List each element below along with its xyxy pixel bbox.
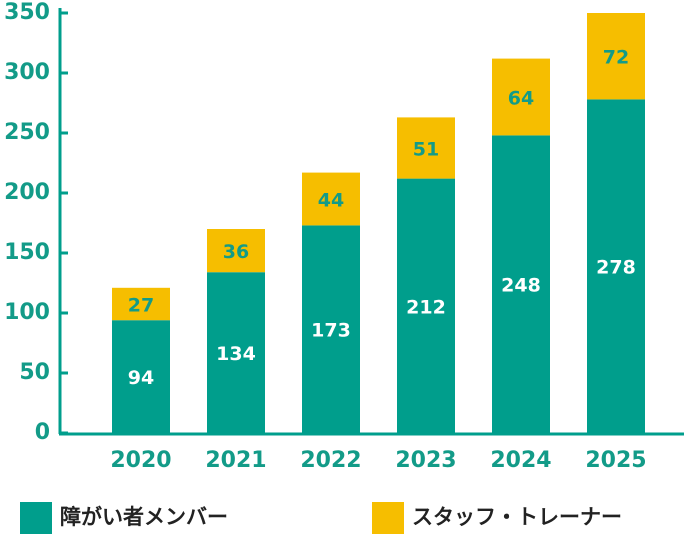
y-tick-label: 50 bbox=[19, 360, 50, 385]
legend-label: スタッフ・トレーナー bbox=[412, 505, 622, 529]
data-label: 134 bbox=[216, 343, 256, 365]
x-tick-label: 2023 bbox=[395, 448, 456, 473]
data-label: 72 bbox=[603, 47, 629, 69]
legend-swatch bbox=[372, 502, 404, 534]
data-label: 64 bbox=[508, 88, 534, 110]
y-tick-label: 0 bbox=[35, 420, 50, 445]
y-tick-label: 150 bbox=[4, 240, 50, 265]
legend-swatch bbox=[20, 502, 52, 534]
bar-segment bbox=[587, 13, 645, 100]
legend-label: 障がい者メンバー bbox=[60, 505, 228, 529]
data-label: 44 bbox=[318, 190, 344, 212]
x-tick-label: 2020 bbox=[110, 448, 171, 473]
bar-segment bbox=[112, 320, 170, 433]
bar-segment bbox=[492, 135, 550, 433]
data-label: 248 bbox=[501, 275, 541, 297]
bar-segment bbox=[207, 272, 265, 433]
x-tick-label: 2021 bbox=[205, 448, 266, 473]
bar-segment bbox=[397, 117, 455, 179]
data-label: 94 bbox=[128, 367, 154, 389]
y-tick-label: 200 bbox=[4, 180, 50, 205]
data-label: 173 bbox=[311, 320, 351, 342]
x-tick-label: 2024 bbox=[490, 448, 551, 473]
data-label: 27 bbox=[128, 295, 154, 317]
y-tick-label: 350 bbox=[4, 0, 50, 25]
y-tick-label: 100 bbox=[4, 300, 50, 325]
bar-segment bbox=[207, 229, 265, 273]
x-tick-label: 2025 bbox=[585, 448, 646, 473]
bar-segment bbox=[302, 172, 360, 226]
data-label: 278 bbox=[596, 257, 636, 279]
data-label: 36 bbox=[223, 241, 249, 263]
bar-segment bbox=[112, 287, 170, 321]
bar-segment bbox=[587, 99, 645, 434]
bar-segment bbox=[302, 225, 360, 433]
y-tick-label: 250 bbox=[4, 120, 50, 145]
bar-segment bbox=[397, 178, 455, 433]
bar-segment bbox=[492, 58, 550, 136]
data-label: 51 bbox=[413, 139, 439, 161]
x-tick-label: 2022 bbox=[300, 448, 361, 473]
data-label: 212 bbox=[406, 296, 446, 318]
y-tick-label: 300 bbox=[4, 60, 50, 85]
